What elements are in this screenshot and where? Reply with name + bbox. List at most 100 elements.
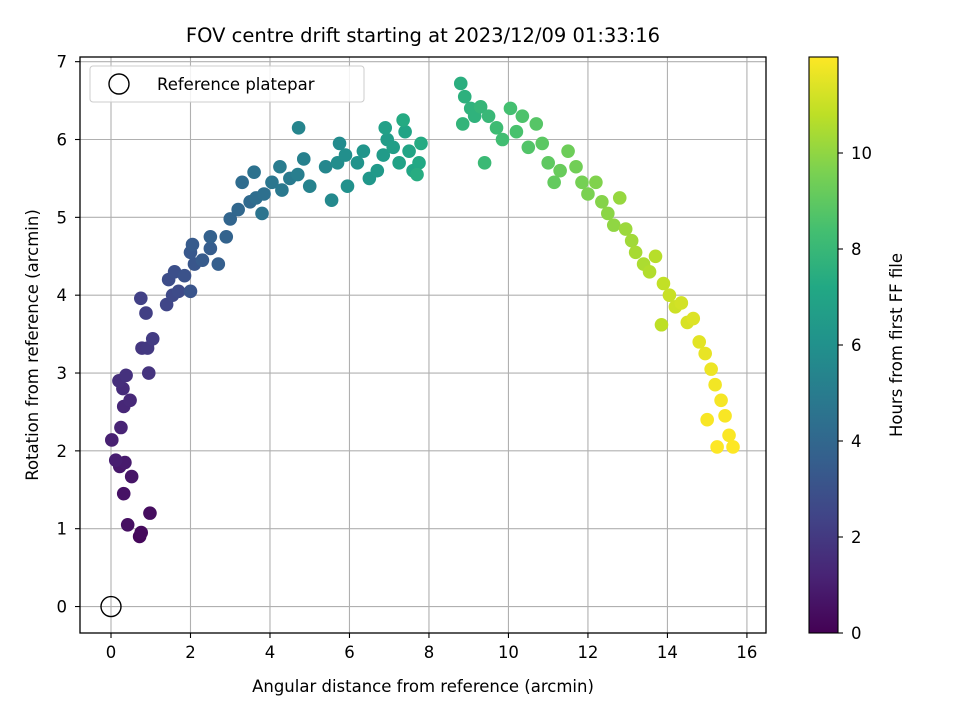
scatter-point bbox=[392, 156, 406, 170]
scatter-point bbox=[145, 331, 160, 346]
legend-box bbox=[89, 65, 365, 103]
scatter-point bbox=[453, 76, 468, 91]
scatter-point bbox=[324, 193, 339, 208]
scatter-point bbox=[223, 212, 238, 226]
x-tick-label: 0 bbox=[106, 643, 117, 662]
scatter-point bbox=[698, 346, 712, 361]
scatter-point bbox=[291, 167, 305, 182]
colorbar-ticks: 0 2 4 6 8 10 bbox=[838, 144, 872, 643]
scatter-point bbox=[481, 109, 496, 123]
colorbar-tick-label: 8 bbox=[851, 240, 862, 259]
scatter-point bbox=[370, 163, 385, 178]
scatter-point bbox=[692, 335, 707, 349]
scatter-point bbox=[489, 121, 504, 135]
colorbar-gradient bbox=[808, 56, 839, 634]
scatter-points bbox=[100, 76, 740, 618]
scatter-point bbox=[302, 179, 317, 194]
scatter-point bbox=[104, 433, 119, 447]
scatter-point bbox=[575, 175, 589, 190]
scatter-point bbox=[143, 506, 157, 520]
scatter-point bbox=[473, 100, 488, 114]
scatter-point bbox=[108, 453, 123, 468]
scatter-point bbox=[515, 109, 530, 123]
scatter-point bbox=[141, 366, 156, 380]
scatter-point bbox=[119, 368, 133, 383]
colorbar-tick-label: 0 bbox=[851, 624, 862, 643]
scatter-point bbox=[386, 140, 400, 155]
scatter-point bbox=[114, 420, 128, 435]
scatter-point bbox=[686, 311, 701, 326]
scatter-point bbox=[124, 469, 139, 484]
scatter-point bbox=[340, 179, 355, 194]
scatter-point bbox=[185, 237, 200, 252]
scatter-point bbox=[495, 132, 510, 147]
scatter-point bbox=[350, 156, 365, 170]
scatter-point bbox=[231, 202, 245, 217]
scatter-point bbox=[255, 206, 269, 221]
scatter-point bbox=[139, 306, 153, 320]
scatter-point bbox=[589, 175, 603, 190]
scatter-point bbox=[134, 525, 149, 540]
colorbar: 0 2 4 6 8 10 Hours from first FF file bbox=[808, 56, 906, 643]
scatter-point bbox=[457, 89, 472, 104]
y-tick-label: 1 bbox=[57, 520, 68, 539]
scatter-point bbox=[203, 241, 218, 256]
x-tick-label: 6 bbox=[344, 643, 355, 662]
y-tick-label: 0 bbox=[57, 598, 68, 617]
scatter-point bbox=[338, 148, 353, 162]
legend: Reference platepar bbox=[89, 65, 365, 103]
legend-marker-reference bbox=[108, 73, 130, 95]
scatter-point bbox=[402, 144, 416, 158]
scatter-point bbox=[624, 233, 639, 248]
scatter-point bbox=[396, 113, 410, 127]
scatter-point bbox=[704, 362, 718, 376]
x-tick-label: 8 bbox=[424, 643, 435, 662]
scatter-point bbox=[273, 159, 287, 174]
scatter-point bbox=[581, 187, 595, 201]
x-tick-label: 14 bbox=[657, 643, 678, 662]
scatter-point bbox=[606, 218, 621, 232]
scatter-point bbox=[529, 117, 544, 131]
scatter-point bbox=[535, 136, 550, 151]
x-axis-label: Angular distance from reference (arcmin) bbox=[252, 677, 594, 696]
colorbar-label: Hours from first FF file bbox=[887, 253, 906, 437]
scatter-point bbox=[356, 144, 371, 158]
scatter-point bbox=[332, 136, 347, 151]
scatter-point bbox=[219, 230, 234, 244]
scatter-point bbox=[628, 245, 643, 260]
scatter-point bbox=[654, 317, 669, 332]
grid-lines bbox=[80, 57, 766, 633]
scatter-point bbox=[656, 276, 671, 291]
scatter-point bbox=[257, 187, 271, 201]
scatter-point bbox=[177, 268, 192, 283]
scatter-point bbox=[183, 284, 198, 299]
scatter-point bbox=[521, 140, 536, 155]
scatter-point bbox=[618, 222, 633, 236]
scatter-point bbox=[674, 296, 689, 310]
y-tick-label: 4 bbox=[57, 286, 68, 305]
scatter-point bbox=[116, 486, 131, 501]
scatter-point bbox=[714, 393, 728, 408]
scatter-point bbox=[412, 156, 426, 170]
y-axis-label: Rotation from reference (arcmin) bbox=[23, 209, 42, 481]
scatter-point bbox=[265, 175, 279, 190]
scatter-point bbox=[648, 249, 663, 264]
x-tick-label: 4 bbox=[265, 643, 276, 662]
scatter-point bbox=[120, 518, 135, 532]
scatter-point bbox=[123, 393, 137, 408]
scatter-point bbox=[595, 194, 609, 209]
scatter-point bbox=[722, 428, 736, 443]
scatter-point bbox=[235, 175, 249, 190]
scatter-point bbox=[203, 230, 218, 244]
scatter-point bbox=[601, 206, 615, 221]
scatter-point bbox=[569, 159, 583, 174]
scatter-point bbox=[195, 253, 210, 267]
scatter-point bbox=[275, 183, 289, 197]
scatter-point bbox=[509, 124, 524, 139]
scatter-point bbox=[553, 163, 567, 178]
scatter-point bbox=[612, 191, 627, 205]
scatter-point bbox=[211, 257, 226, 271]
legend-entry-reference: Reference platepar bbox=[157, 75, 315, 94]
